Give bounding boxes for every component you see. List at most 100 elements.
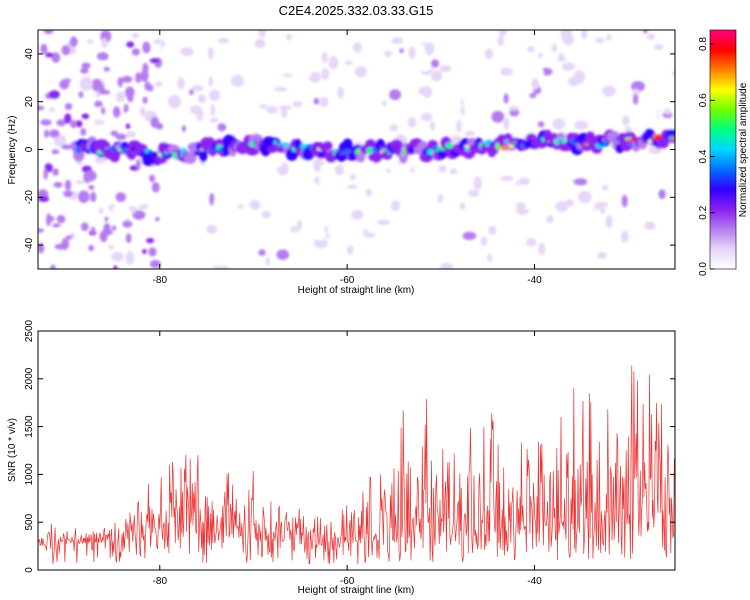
- heatmap-cell: [643, 30, 648, 34]
- heatmap-cell: [474, 221, 488, 227]
- heatmap-cell: [362, 94, 373, 103]
- heatmap-cell: [197, 94, 207, 104]
- heatmap-cell: [638, 72, 643, 79]
- heatmap-cell: [347, 184, 358, 189]
- spectrogram-x-axis-label: Height of straight line (km): [298, 285, 415, 296]
- heatmap-cell: [45, 52, 54, 58]
- heatmap-cell: [389, 89, 402, 101]
- snr-x-tick-label: -40: [527, 576, 542, 587]
- heatmap-cell: [312, 255, 321, 269]
- heatmap-cell: [518, 177, 530, 186]
- heatmap-cell: [408, 198, 422, 204]
- snr-panel: -80 -60 -40 0 500 1000 1500 2000 2500 Height of …: [7, 319, 676, 596]
- snr-x-tick-label: -80: [153, 576, 168, 587]
- heatmap-cell: [61, 45, 71, 56]
- heatmap-cell: [132, 210, 146, 220]
- heatmap-cell: [212, 265, 222, 269]
- colorbar-tick-label: 0.8: [698, 37, 709, 51]
- heatmap-cell: [333, 195, 341, 209]
- spectrogram-x-tick-label: -60: [340, 275, 355, 286]
- heatmap-cell: [366, 224, 380, 234]
- heatmap-cell: [44, 129, 50, 138]
- heatmap-cell: [551, 43, 558, 53]
- heatmap-cell: [279, 76, 294, 83]
- heatmap-cell: [38, 228, 45, 233]
- heatmap-cell: [425, 42, 435, 56]
- heatmap-cell: [59, 79, 70, 90]
- snr-y-tick-label: 1500: [24, 415, 35, 438]
- heatmap-cell: [495, 232, 506, 246]
- heatmap-cell: [94, 155, 107, 164]
- heatmap-cell: [593, 208, 602, 219]
- heatmap-cell: [439, 262, 454, 269]
- heatmap-cell: [469, 255, 482, 260]
- heatmap-cell: [254, 38, 266, 49]
- figure-title: C2E4.2025.332.03.33.G15: [279, 3, 434, 18]
- heatmap-cell: [40, 43, 48, 55]
- heatmap-cell: [526, 51, 536, 57]
- heatmap-cell: [290, 226, 298, 233]
- heatmap-cell: [180, 47, 194, 56]
- heatmap-cell: [531, 78, 540, 90]
- heatmap-cell: [494, 245, 500, 257]
- heatmap-cell: [441, 244, 453, 258]
- heatmap-cell: [438, 165, 447, 173]
- spectrogram-y-tick-label: 40: [24, 48, 35, 60]
- heatmap-cell: [125, 133, 136, 138]
- heatmap-cell: [161, 133, 170, 145]
- heatmap-cell: [263, 31, 278, 38]
- heatmap-cell: [194, 150, 200, 156]
- heatmap-cell: [478, 155, 486, 160]
- heatmap-cell: [658, 100, 667, 110]
- heatmap-cell: [115, 91, 126, 103]
- heatmap-cell: [208, 89, 221, 101]
- heatmap-cell: [116, 178, 130, 190]
- heatmap-cell: [73, 148, 85, 162]
- heatmap-cell: [78, 91, 84, 99]
- heatmap-cell: [375, 42, 386, 56]
- heatmap-cell: [122, 220, 133, 228]
- snr-y-tick-label: 0: [24, 567, 35, 573]
- heatmap-cell: [280, 109, 288, 118]
- heatmap-cell: [38, 72, 46, 86]
- heatmap-cell: [385, 239, 394, 252]
- heatmap-cell: [98, 89, 111, 95]
- heatmap-cell: [459, 202, 466, 210]
- heatmap-cell: [259, 103, 268, 109]
- heatmap-cell: [46, 215, 55, 222]
- heatmap-cell: [606, 260, 617, 266]
- heatmap-cell: [420, 123, 432, 135]
- heatmap-cell: [183, 151, 197, 164]
- heatmap-cell: [80, 127, 87, 136]
- heatmap-cell: [231, 75, 244, 87]
- heatmap-cell: [81, 253, 91, 259]
- heatmap-cell: [430, 59, 440, 68]
- heatmap-cell: [430, 70, 443, 82]
- heatmap-cell: [168, 157, 173, 165]
- heatmap-cell: [115, 133, 127, 140]
- heatmap-cell: [328, 55, 339, 70]
- heatmap-cell: [601, 184, 608, 191]
- heatmap-cell: [177, 77, 185, 90]
- heatmap-cell: [537, 67, 544, 82]
- heatmap-cell: [429, 165, 442, 170]
- heatmap-cell: [194, 30, 202, 35]
- heatmap-cell: [135, 72, 142, 83]
- heatmap-cell: [288, 88, 301, 98]
- colorbar-tick-label: 0.6: [698, 93, 709, 107]
- heatmap-cell: [181, 125, 186, 133]
- heatmap-cell: [140, 70, 149, 83]
- heatmap-cell: [556, 243, 566, 249]
- heatmap-cell: [70, 120, 77, 129]
- heatmap-cell: [83, 170, 97, 182]
- heatmap-cell: [334, 39, 345, 52]
- heatmap-cell: [149, 259, 161, 269]
- heatmap-cell: [498, 30, 507, 37]
- heatmap-cell: [133, 173, 140, 183]
- heatmap-cell: [90, 97, 95, 104]
- heatmap-cell: [142, 96, 148, 104]
- heatmap-cell: [664, 108, 671, 115]
- heatmap-cell: [308, 71, 321, 83]
- heatmap-cell: [265, 166, 276, 175]
